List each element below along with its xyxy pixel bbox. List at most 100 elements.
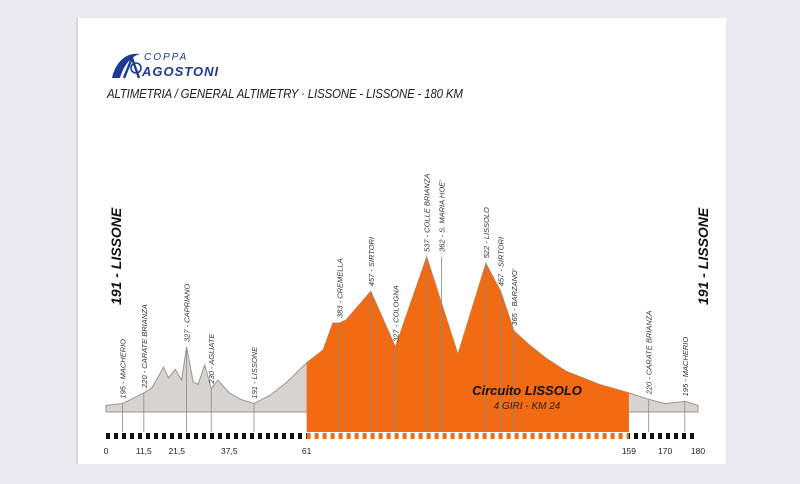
track-circuit-dash <box>334 433 339 439</box>
track-circuit-dash <box>550 433 555 439</box>
waypoint-label: 220 - CARATE BRIANZA <box>645 311 654 396</box>
circuit-subtitle: 4 GIRI - KM 24 <box>494 401 561 412</box>
x-tick-label: 159 <box>622 446 636 456</box>
waypoint-label: 457 - SIRTORI <box>367 237 376 286</box>
track-circuit-dash <box>366 433 371 439</box>
track-circuit-dash <box>438 433 443 439</box>
track-dash <box>198 433 202 439</box>
circuit-section <box>306 257 629 432</box>
track-dash <box>118 433 122 439</box>
track-dash <box>294 433 298 439</box>
track-circuit-dash <box>558 433 563 439</box>
track-circuit-dash <box>614 433 619 439</box>
track-circuit-dash <box>510 433 515 439</box>
track-circuit-dash <box>606 433 611 439</box>
track-circuit-dash <box>574 433 579 439</box>
track-dash <box>134 433 138 439</box>
track-circuit-dash <box>446 433 451 439</box>
track-dash <box>278 433 282 439</box>
track-circuit-dash <box>430 433 435 439</box>
track-circuit-dash <box>414 433 419 439</box>
waypoint-label: 383 - CREMELLA <box>336 258 345 318</box>
track-circuit-dash <box>358 433 363 439</box>
track-circuit-dash <box>502 433 507 439</box>
x-tick-label: 37,5 <box>221 446 238 456</box>
track-dash <box>662 433 666 439</box>
x-tick-label: 170 <box>658 446 672 456</box>
track-circuit-dash <box>542 433 547 439</box>
track-dash <box>262 433 266 439</box>
track-dash <box>670 433 674 439</box>
track-circuit-dash <box>382 433 387 439</box>
track-dash <box>206 433 210 439</box>
track-circuit-dash <box>406 433 411 439</box>
track-circuit-dash <box>326 433 331 439</box>
waypoint-label: 195 - MACHERIO <box>118 339 127 399</box>
waypoint-label: 230 - AGLIATE <box>207 333 216 385</box>
logo-top-text: COPPA <box>144 52 188 63</box>
track-dash <box>630 433 634 439</box>
track-circuit-dash <box>422 433 427 439</box>
track-dash <box>230 433 234 439</box>
track-dash <box>678 433 682 439</box>
track-dash <box>150 433 154 439</box>
track-dash <box>638 433 642 439</box>
track-dash <box>182 433 186 439</box>
track-circuit-dash <box>398 433 403 439</box>
track-dash <box>110 433 114 439</box>
track-dash <box>166 433 170 439</box>
waypoint-label: 220 - CARATE BRIANZA <box>140 304 149 389</box>
track-circuit-dash <box>462 433 467 439</box>
track-dash <box>238 433 242 439</box>
track-circuit-dash <box>526 433 531 439</box>
track-circuit-dash <box>350 433 355 439</box>
track-dash <box>222 433 226 439</box>
track-dash <box>302 433 306 439</box>
coppa-agostoni-logo: COPPA AGOSTONI <box>106 44 236 84</box>
waypoint-label: 537 - COLLE BRIANZA <box>423 174 432 252</box>
track-circuit-dash <box>318 433 323 439</box>
track-circuit-dash <box>622 433 627 439</box>
track-dash <box>270 433 274 439</box>
track-circuit-dash <box>390 433 395 439</box>
track-circuit-dash <box>582 433 587 439</box>
x-tick-label: 180 <box>691 446 705 456</box>
track-dash <box>286 433 290 439</box>
track-circuit-bar <box>306 433 629 439</box>
track-circuit-dash <box>534 433 539 439</box>
track-circuit-dash <box>590 433 595 439</box>
x-tick-label: 11,5 <box>136 446 152 456</box>
track-circuit-dash <box>478 433 483 439</box>
track-circuit-dash <box>486 433 491 439</box>
waypoint-label: 457 - SIRTORI <box>497 237 506 286</box>
track-dash <box>646 433 650 439</box>
track-circuit-dash <box>342 433 347 439</box>
logo-bottom-text: AGOSTONI <box>141 64 219 79</box>
waypoint-label: 522 - LISSOLO <box>482 207 491 258</box>
waypoint-label: 327 - COLOGNA <box>391 285 400 342</box>
track-dash <box>174 433 178 439</box>
page-edge-shadow <box>76 18 78 464</box>
x-tick-label: 61 <box>302 446 312 456</box>
track-circuit-dash <box>518 433 523 439</box>
finish-label: 191 - LISSONE <box>695 207 711 305</box>
x-tick-label: 0 <box>104 446 109 456</box>
x-tick-label: 21,5 <box>168 446 185 456</box>
waypoint-label: 327 - CAPRIANO <box>183 283 192 342</box>
track-dash <box>142 433 146 439</box>
track-dash <box>694 433 698 439</box>
start-label: 191 - LISSONE <box>108 207 124 305</box>
route-subtitle: ALTIMETRIA / GENERAL ALTIMETRY · LISSONE… <box>107 87 463 101</box>
waypoint-label: 195 - MACHERIO <box>681 337 690 397</box>
track-circuit-dash <box>470 433 475 439</box>
track-circuit-dash <box>566 433 571 439</box>
circuit-title: Circuito LISSOLO <box>472 383 582 398</box>
track-dash <box>246 433 250 439</box>
track-dash <box>126 433 130 439</box>
track-dash <box>254 433 258 439</box>
track-circuit-dash <box>494 433 499 439</box>
track-circuit-dash <box>310 433 315 439</box>
track-dash <box>686 433 690 439</box>
waypoint-label: 191 - LISSONE <box>250 346 259 399</box>
